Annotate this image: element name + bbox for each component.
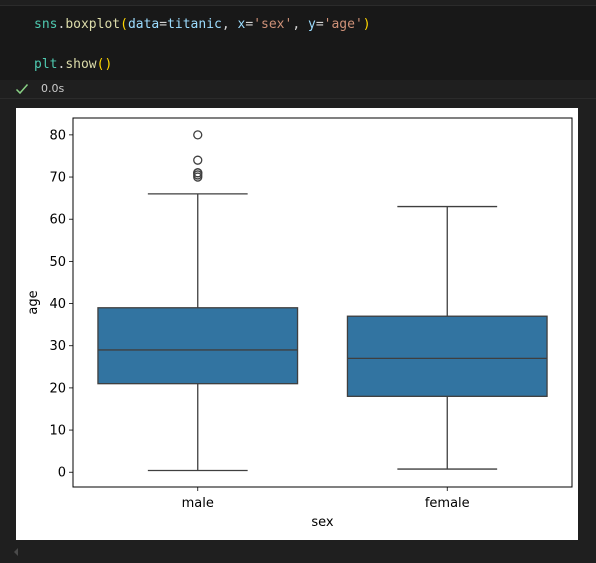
y-tick-label: 80 [49, 128, 66, 143]
iqr-box [346, 315, 548, 397]
axes-frame [72, 117, 573, 488]
code-token: () [96, 57, 113, 72]
y-tick-label: 0 [58, 466, 66, 481]
code-token: sns [34, 17, 58, 32]
scroll-left-icon[interactable] [12, 547, 20, 557]
y-axis-label: age [26, 290, 41, 314]
cell-output: 0 10 20 30 40 50 60 70 80 male female sex age [16, 108, 578, 540]
code-token: y [307, 17, 316, 32]
outlier-point [193, 130, 203, 140]
execution-status: 0.0s [0, 80, 596, 98]
code-token: , [292, 17, 308, 32]
check-icon [15, 84, 29, 95]
code-token: 'sex' [253, 17, 293, 32]
code-token: show [65, 57, 97, 72]
boxplot-chart: 0 10 20 30 40 50 60 70 80 male female sex age [26, 117, 573, 530]
x-tick-label: female [425, 496, 470, 511]
code-token: x [237, 17, 246, 32]
x-axis-label: sex [311, 515, 334, 530]
y-tick-label: 50 [49, 255, 66, 270]
code-line-1[interactable]: sns.boxplot(data=titanic, x='sex', y='ag… [34, 16, 371, 34]
x-tick-label: male [182, 496, 214, 511]
code-token: = [315, 17, 324, 32]
code-cell[interactable]: sns.boxplot(data=titanic, x='sex', y='ag… [0, 6, 596, 80]
code-token: ) [362, 17, 371, 32]
y-tick-label: 10 [49, 424, 66, 439]
cell-top-divider [0, 0, 596, 6]
code-token: 'age' [323, 17, 363, 32]
iqr-box [97, 307, 299, 385]
code-token: data [127, 17, 160, 32]
y-tick-label: 20 [49, 381, 66, 396]
code-token: boxplot [65, 17, 121, 32]
code-token: plt [34, 57, 58, 72]
code-token: = [245, 17, 254, 32]
code-line-2[interactable]: plt.show() [34, 56, 112, 74]
code-token: . [57, 17, 66, 32]
execution-time: 0.0s [41, 82, 65, 95]
outlier-point [193, 155, 203, 165]
outlier-point [193, 168, 203, 178]
code-token: . [57, 57, 66, 72]
code-token: , [221, 17, 238, 32]
y-tick-label: 70 [49, 171, 66, 186]
y-tick-label: 60 [49, 213, 66, 228]
code-token: ( [120, 17, 128, 32]
code-token: = [159, 17, 168, 32]
y-tick-label: 30 [49, 339, 66, 354]
code-token: titanic [167, 17, 222, 32]
output-divider [0, 98, 596, 99]
y-tick-label: 40 [49, 297, 66, 312]
